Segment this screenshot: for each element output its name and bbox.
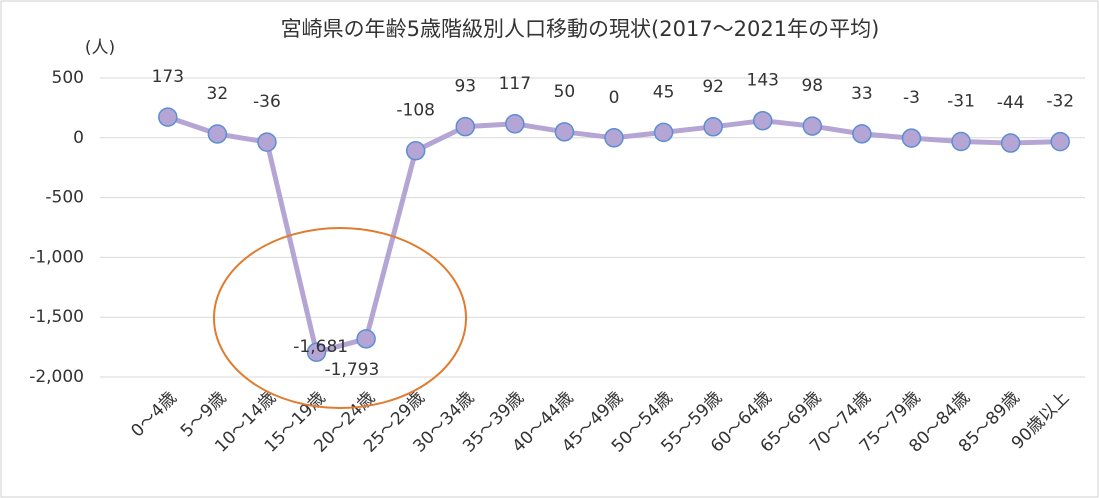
marker — [802, 116, 823, 136]
marker — [752, 110, 773, 131]
y-tick-label: -1,000 — [29, 247, 84, 267]
y-tick-label: -1,500 — [29, 307, 84, 327]
data-label: -32 — [1046, 92, 1074, 112]
data-label: 98 — [801, 76, 823, 96]
y-axis-label: (人) — [85, 38, 115, 58]
data-label: -36 — [253, 92, 281, 112]
marker — [653, 122, 674, 143]
marker — [1050, 131, 1070, 152]
marker — [505, 114, 525, 134]
y-tick-label: 500 — [52, 68, 84, 88]
marker — [405, 140, 426, 161]
marker — [158, 107, 178, 127]
data-label: -1,681 — [293, 337, 348, 357]
y-tick-label: -500 — [45, 188, 84, 208]
data-label: 92 — [702, 77, 724, 97]
y-tick-label: -2,000 — [29, 367, 84, 387]
data-label: 93 — [454, 77, 476, 97]
marker — [703, 117, 723, 137]
data-label: 117 — [499, 74, 531, 94]
data-label: 0 — [609, 88, 620, 108]
data-label: -1,793 — [325, 360, 380, 380]
marker — [901, 128, 922, 148]
marker — [554, 122, 575, 142]
marker — [356, 329, 376, 349]
marker — [1000, 133, 1021, 153]
data-label: 45 — [653, 82, 675, 102]
marker — [852, 124, 872, 144]
marker — [257, 132, 277, 152]
data-label: 50 — [554, 82, 576, 102]
data-label: -3 — [903, 88, 920, 108]
marker — [306, 342, 327, 362]
marker — [604, 128, 624, 148]
data-label: -44 — [997, 93, 1025, 113]
highlight-circle — [213, 227, 467, 409]
data-label: 33 — [851, 84, 873, 104]
data-label: 32 — [207, 84, 229, 104]
data-label: 173 — [152, 67, 184, 87]
chart-title: 宮崎県の年齢5歳階級別人口移動の現状(2017～2021年の平均) — [281, 17, 880, 41]
marker — [207, 124, 228, 144]
data-label: -108 — [396, 101, 435, 121]
y-tick-label: 0 — [73, 128, 84, 148]
marker — [455, 116, 476, 137]
data-label: 143 — [747, 71, 779, 91]
data-label: -31 — [947, 92, 975, 112]
marker — [951, 131, 971, 152]
